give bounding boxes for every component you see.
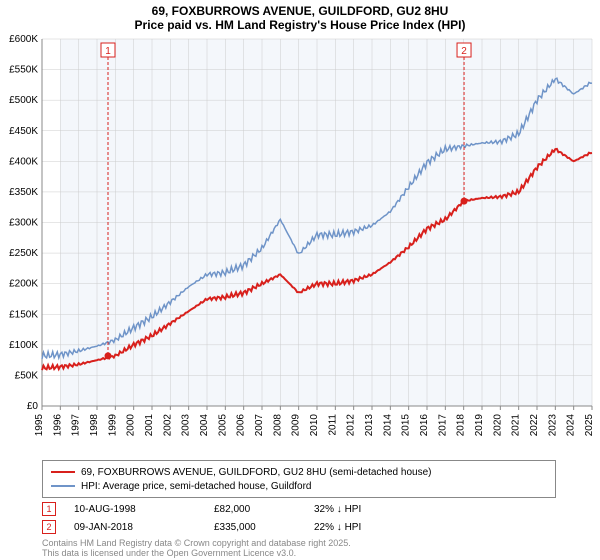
svg-text:2009: 2009 [291, 414, 302, 437]
svg-text:1: 1 [105, 46, 111, 57]
svg-text:2002: 2002 [162, 414, 173, 437]
chart-subtitle: Price paid vs. HM Land Registry's House … [0, 18, 600, 34]
svg-text:2025: 2025 [584, 414, 595, 437]
svg-text:2019: 2019 [474, 414, 485, 437]
sale-marker-icon: 1 [42, 502, 56, 516]
svg-text:£550K: £550K [9, 65, 38, 76]
svg-text:2018: 2018 [456, 414, 467, 437]
legend-item-property: 69, FOXBURROWS AVENUE, GUILDFORD, GU2 8H… [51, 465, 547, 479]
svg-text:1998: 1998 [89, 414, 100, 437]
svg-text:2004: 2004 [199, 414, 210, 437]
svg-text:2000: 2000 [126, 414, 137, 437]
sale-ratio: 32% ↓ HPI [314, 504, 434, 515]
svg-text:2006: 2006 [236, 414, 247, 437]
svg-text:1997: 1997 [71, 414, 82, 437]
svg-text:2007: 2007 [254, 414, 265, 437]
svg-text:£450K: £450K [9, 126, 38, 137]
attribution-line: Contains HM Land Registry data © Crown c… [42, 538, 351, 548]
svg-text:2013: 2013 [364, 414, 375, 437]
svg-text:2003: 2003 [181, 414, 192, 437]
svg-text:1999: 1999 [107, 414, 118, 437]
svg-text:£100K: £100K [9, 340, 38, 351]
svg-text:£300K: £300K [9, 218, 38, 229]
svg-text:2016: 2016 [419, 414, 430, 437]
svg-text:2020: 2020 [492, 414, 503, 437]
svg-text:£250K: £250K [9, 248, 38, 259]
svg-text:£0: £0 [27, 401, 39, 412]
svg-text:2010: 2010 [309, 414, 320, 437]
svg-text:£150K: £150K [9, 309, 38, 320]
sale-price: £82,000 [214, 504, 314, 515]
svg-text:2005: 2005 [217, 414, 228, 437]
svg-text:2011: 2011 [327, 414, 338, 436]
svg-text:£600K: £600K [9, 34, 38, 45]
svg-text:2021: 2021 [511, 414, 522, 437]
svg-text:2024: 2024 [566, 414, 577, 437]
attribution: Contains HM Land Registry data © Crown c… [42, 538, 351, 558]
svg-text:2014: 2014 [382, 414, 393, 437]
svg-text:1996: 1996 [52, 414, 63, 437]
svg-text:2017: 2017 [437, 414, 448, 437]
legend-label: 69, FOXBURROWS AVENUE, GUILDFORD, GU2 8H… [81, 467, 431, 478]
sale-price: £335,000 [214, 522, 314, 533]
svg-text:2022: 2022 [529, 414, 540, 437]
price-chart: £0 £50K £100K £150K £200K £250K £300K £350K £400… [0, 34, 600, 454]
legend-swatch [51, 485, 75, 487]
svg-text:£350K: £350K [9, 187, 38, 198]
sale-date: 09-JAN-2018 [74, 522, 214, 533]
legend: 69, FOXBURROWS AVENUE, GUILDFORD, GU2 8H… [42, 460, 556, 498]
svg-text:1995: 1995 [34, 414, 45, 437]
legend-item-hpi: HPI: Average price, semi-detached house,… [51, 479, 547, 493]
legend-label: HPI: Average price, semi-detached house,… [81, 481, 312, 492]
svg-text:2: 2 [461, 46, 467, 57]
svg-text:2001: 2001 [144, 414, 155, 437]
attribution-line: This data is licensed under the Open Gov… [42, 548, 351, 558]
chart-title: 69, FOXBURROWS AVENUE, GUILDFORD, GU2 8H… [0, 0, 600, 18]
sales-row: 2 09-JAN-2018 £335,000 22% ↓ HPI [42, 518, 434, 536]
svg-text:£50K: £50K [15, 370, 39, 381]
sale-marker-icon: 2 [42, 520, 56, 534]
sales-table: 1 10-AUG-1998 £82,000 32% ↓ HPI 2 09-JAN… [42, 500, 434, 536]
svg-text:£200K: £200K [9, 279, 38, 290]
svg-text:2023: 2023 [547, 414, 558, 437]
sale-ratio: 22% ↓ HPI [314, 522, 434, 533]
sales-row: 1 10-AUG-1998 £82,000 32% ↓ HPI [42, 500, 434, 518]
chart-container: 69, FOXBURROWS AVENUE, GUILDFORD, GU2 8H… [0, 0, 600, 560]
svg-text:2015: 2015 [401, 414, 412, 437]
legend-swatch [51, 471, 75, 473]
svg-text:2008: 2008 [272, 414, 283, 437]
svg-text:£500K: £500K [9, 95, 38, 106]
svg-text:2012: 2012 [346, 414, 357, 437]
svg-text:£400K: £400K [9, 156, 38, 167]
sale-date: 10-AUG-1998 [74, 504, 214, 515]
